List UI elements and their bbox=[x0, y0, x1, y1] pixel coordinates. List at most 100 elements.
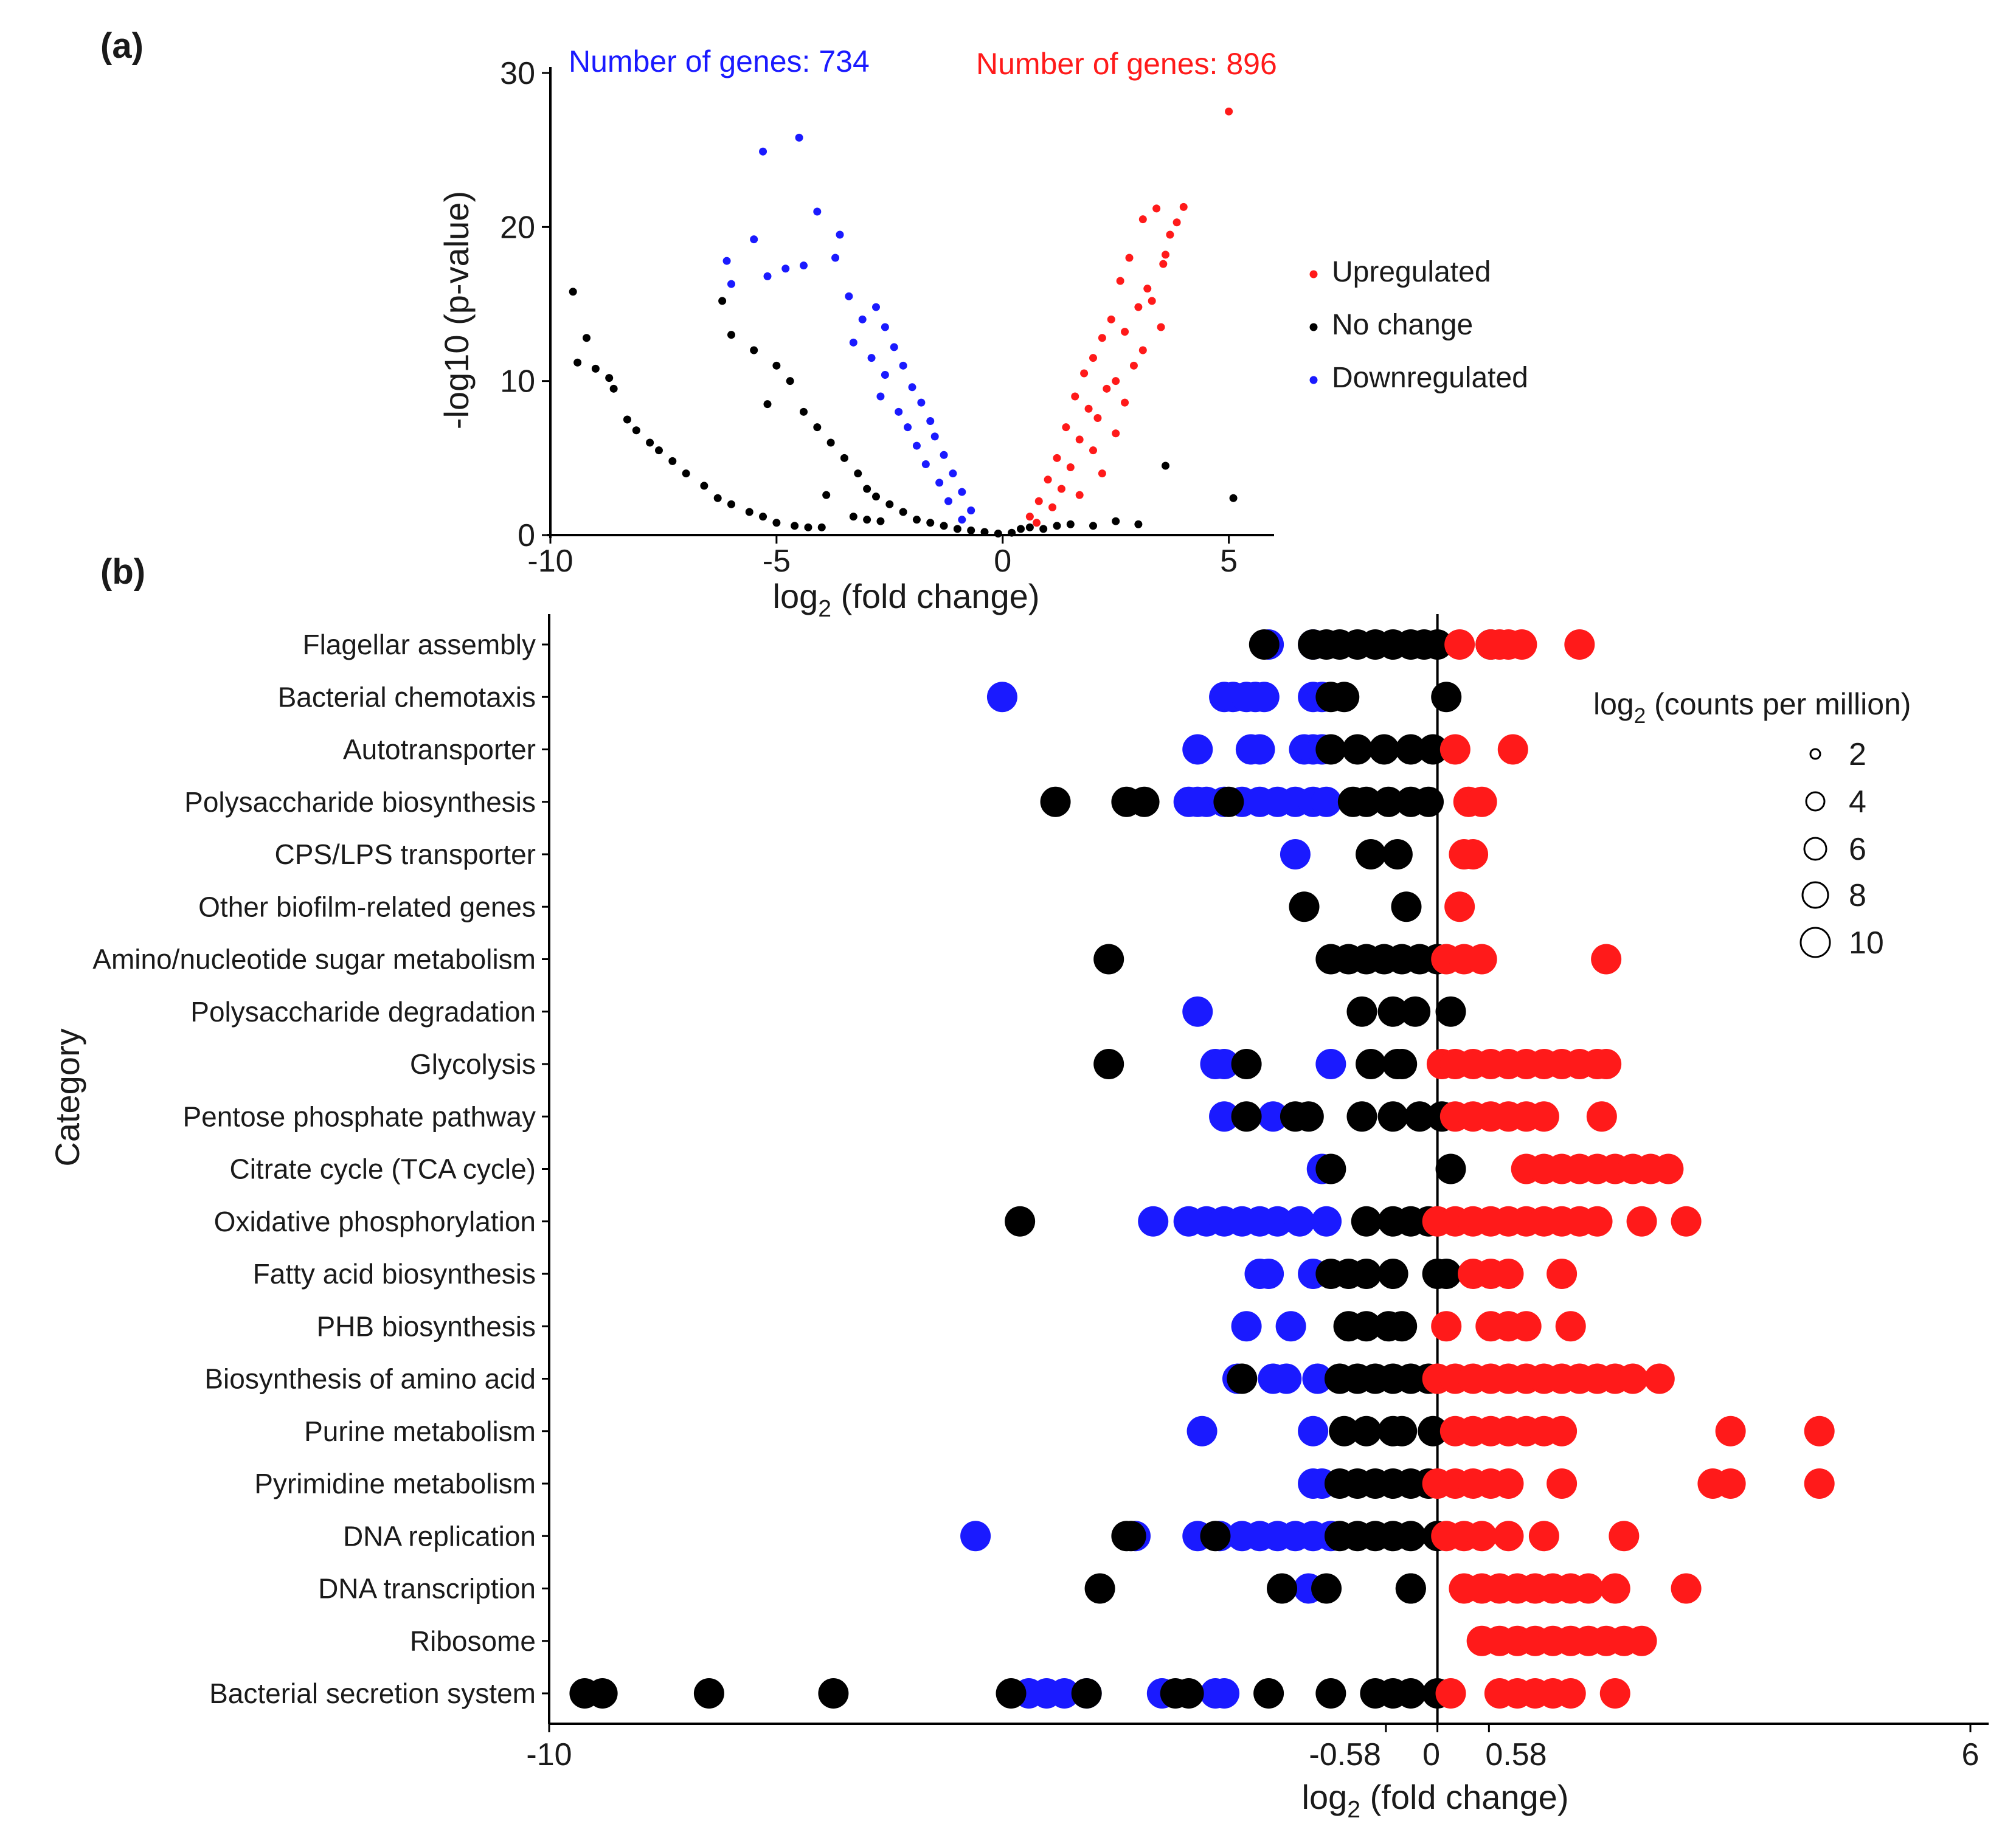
panel-b-category-label: CPS/LPS transporter bbox=[274, 838, 536, 870]
panel-b-x-tick-label: 0 bbox=[1422, 1737, 1440, 1772]
panel-b-dot-up bbox=[1547, 1468, 1578, 1499]
panel-b-dot-up bbox=[1435, 1678, 1466, 1709]
panel-a-point-upregulated bbox=[1159, 260, 1168, 268]
panel-b-category-label: DNA replication bbox=[343, 1520, 536, 1552]
panel-b-dot-down bbox=[1182, 734, 1213, 765]
panel-a-point-no-change bbox=[1229, 494, 1238, 502]
panel-b-dot-none bbox=[1267, 1573, 1298, 1604]
panel-a-point-no-change bbox=[854, 469, 862, 478]
panel-a-point-downregulated bbox=[763, 272, 772, 280]
panel-a-point-no-change bbox=[1112, 517, 1120, 525]
panel-b-dot-up bbox=[1555, 1678, 1586, 1709]
panel-b-dot-up bbox=[1493, 1521, 1524, 1552]
panel-a-x-tick-label: 5 bbox=[1220, 544, 1238, 579]
panel-a-point-upregulated bbox=[1089, 354, 1097, 362]
panel-a-y-tick-label: 10 bbox=[500, 364, 535, 399]
panel-a-point-upregulated bbox=[1173, 218, 1181, 227]
panel-a-point-no-change bbox=[609, 384, 618, 393]
panel-a-point-downregulated bbox=[836, 230, 844, 239]
panel-a-point-downregulated bbox=[935, 479, 944, 487]
panel-a-point-no-change bbox=[623, 415, 631, 424]
panel-a-point-no-change bbox=[668, 457, 677, 465]
panel-b-size-legend-marker bbox=[1803, 837, 1827, 861]
panel-a-point-no-change bbox=[1008, 528, 1016, 537]
panel-b-dot-down bbox=[1258, 1101, 1289, 1132]
panel-b-dot-up bbox=[1493, 1468, 1524, 1499]
panel-a-point-no-change bbox=[926, 519, 935, 527]
panel-b-dot-up bbox=[1573, 1573, 1604, 1604]
panel-b-dot-down bbox=[1186, 1415, 1218, 1447]
panel-a-point-no-change bbox=[1089, 522, 1097, 530]
panel-a-point-upregulated bbox=[1225, 107, 1233, 116]
panel-b-dot-none bbox=[1293, 1101, 1324, 1132]
panel-b-dot-down bbox=[1209, 1049, 1240, 1079]
panel-b-dot-none bbox=[693, 1678, 724, 1709]
panel-b-dot-down bbox=[1253, 1259, 1284, 1289]
panel-b-dot-none bbox=[1329, 1415, 1360, 1447]
panel-b-dot-up bbox=[1591, 1049, 1622, 1079]
panel-b-dot-none bbox=[1395, 1521, 1426, 1552]
panel-a-x-tick-label: 0 bbox=[994, 544, 1011, 579]
panel-b-category-label: Flagellar assembly bbox=[303, 629, 536, 660]
panel-a-point-upregulated bbox=[1125, 254, 1134, 262]
panel-a-point-upregulated bbox=[1025, 513, 1034, 521]
panel-a-point-downregulated bbox=[890, 343, 898, 351]
panel-b-category-label: Ribosome bbox=[410, 1625, 536, 1657]
panel-b-x-tick-label: -10 bbox=[526, 1737, 572, 1772]
panel-b-y-axis-label: Category bbox=[48, 1028, 86, 1166]
panel-a-point-downregulated bbox=[881, 323, 889, 331]
panel-b-dot-down bbox=[1315, 1049, 1346, 1079]
panel-b-dot-none bbox=[1435, 996, 1466, 1027]
panel-b-dot-up bbox=[1466, 786, 1497, 817]
panel-a-point-downregulated bbox=[958, 516, 966, 524]
panel-b-dot-up bbox=[1653, 1153, 1684, 1184]
panel-b-dot-down bbox=[1249, 682, 1280, 713]
panel-b-category-label: Pyrimidine metabolism bbox=[254, 1468, 536, 1499]
panel-b-dot-none bbox=[1115, 1521, 1146, 1552]
panel-b-dot-none bbox=[1351, 1311, 1382, 1342]
panel-a-point-upregulated bbox=[1089, 446, 1097, 455]
panel-b-dot-none bbox=[1315, 1678, 1346, 1709]
panel-a-point-upregulated bbox=[1098, 469, 1106, 478]
panel-a-up-count: Number of genes: 896 bbox=[976, 47, 1277, 81]
panel-b-dot-up bbox=[1547, 1415, 1578, 1447]
panel-a-point-no-change bbox=[940, 522, 948, 530]
panel-a-point-no-change bbox=[885, 500, 894, 508]
panel-a-point-upregulated bbox=[1116, 277, 1124, 285]
panel-a-point-upregulated bbox=[1093, 413, 1102, 422]
panel-a-point-no-change bbox=[632, 426, 640, 435]
panel-a-point-downregulated bbox=[958, 488, 966, 496]
panel-b-dot-up bbox=[1671, 1206, 1702, 1237]
panel-b-dot-up bbox=[1804, 1415, 1835, 1447]
panel-b-dot-none bbox=[1356, 839, 1387, 869]
panel-b-dot-up bbox=[1599, 1573, 1630, 1604]
panel-a-point-no-change bbox=[583, 334, 591, 342]
panel-b-dot-up bbox=[1599, 1678, 1630, 1709]
panel-b-dot-up bbox=[1804, 1468, 1835, 1499]
panel-b-dot-none bbox=[1071, 1678, 1102, 1709]
panel-b-dot-none bbox=[1289, 891, 1320, 922]
panel-b-dot-none bbox=[1342, 734, 1373, 765]
panel-a-point-downregulated bbox=[912, 441, 921, 450]
panel-b-x-tick-label: 6 bbox=[1962, 1737, 1980, 1772]
panel-b-size-legend-label: 6 bbox=[1849, 832, 1866, 867]
panel-a-point-no-change bbox=[772, 361, 781, 370]
panel-b-category-label: DNA transcription bbox=[318, 1573, 536, 1605]
panel-a-point-upregulated bbox=[1134, 303, 1143, 311]
panel-b-category-label: Glycolysis bbox=[410, 1048, 536, 1080]
panel-a-y-axis-label: -log10 (p-value) bbox=[437, 191, 476, 429]
panel-b-dot-none bbox=[1400, 996, 1431, 1027]
panel-a-legend-marker bbox=[1309, 376, 1318, 384]
panel-a-point-no-change bbox=[713, 494, 722, 502]
panel-b-dot-none bbox=[1382, 1049, 1413, 1079]
panel-b-dot-none bbox=[1435, 1153, 1466, 1184]
panel-b-dot-up bbox=[1497, 734, 1528, 765]
panel-b-dot-none bbox=[1395, 1678, 1426, 1709]
panel-a-point-no-change bbox=[791, 522, 799, 530]
panel-a-point-no-change bbox=[813, 423, 822, 432]
panel-b-size-legend-marker bbox=[1801, 881, 1829, 909]
panel-a-point-no-change bbox=[1017, 525, 1025, 533]
panel-a-point-upregulated bbox=[1143, 285, 1152, 293]
panel-a-point-no-change bbox=[682, 469, 690, 478]
panel-b-category-label: Polysaccharide biosynthesis bbox=[184, 786, 536, 818]
